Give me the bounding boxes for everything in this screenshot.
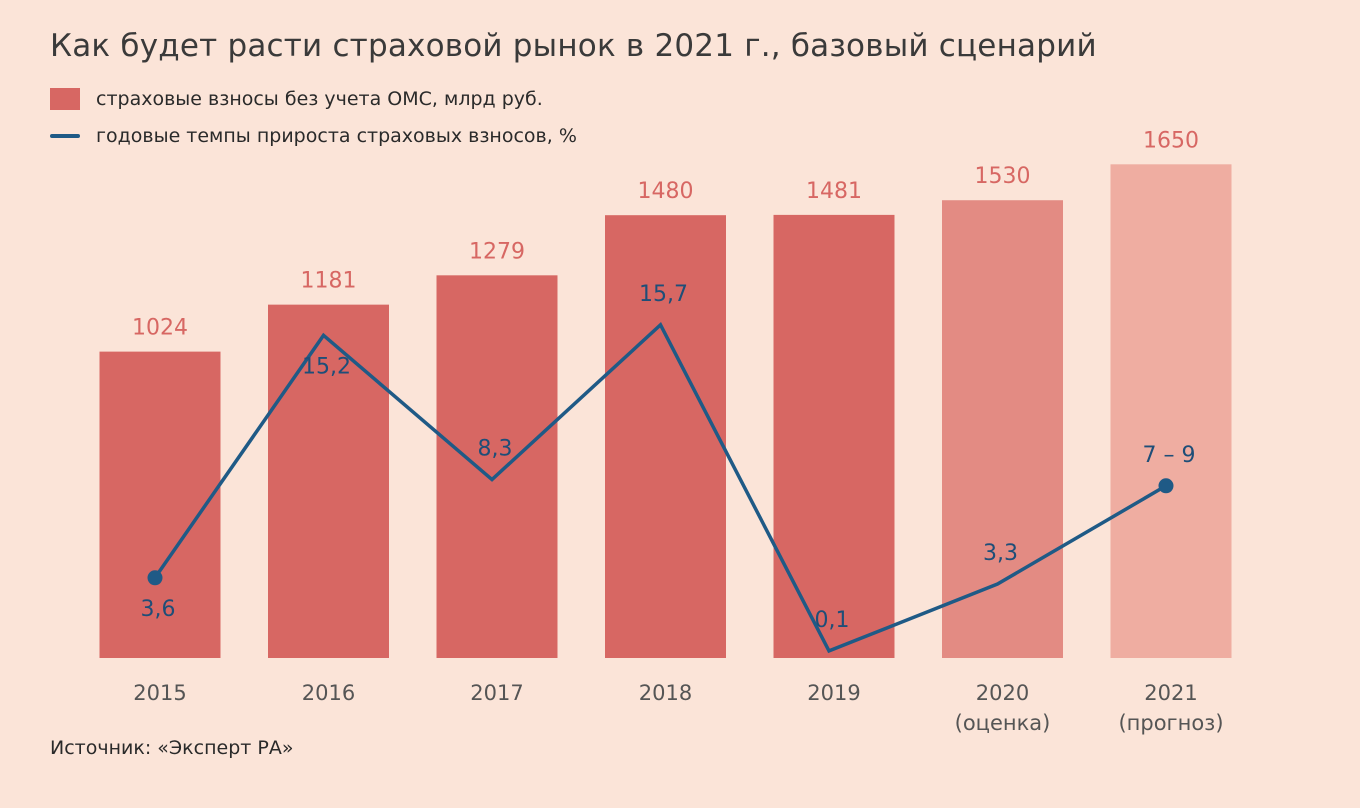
bar [99, 351, 221, 658]
chart-title: Как будет расти страховой рынок в 2021 г… [50, 28, 1097, 64]
growth-line [153, 322, 1167, 654]
bar [773, 214, 895, 658]
bar-value-label: 1650 [1143, 128, 1199, 153]
growth-value-label: 8,3 [478, 437, 513, 462]
x-tick-label: (прогноз) [1118, 711, 1223, 735]
source-note: Источник: «Эксперт РА» [50, 737, 294, 759]
x-tick-label: 2021 [1144, 681, 1197, 705]
legend-item-growth: годовые темпы прироста страховых взносов… [50, 125, 577, 147]
x-tick-label: 2018 [639, 681, 692, 705]
x-tick-label: 2020 [976, 681, 1029, 705]
legend-label-growth: годовые темпы прироста страховых взносов… [96, 125, 577, 147]
growth-value-label: 15,7 [639, 282, 688, 307]
x-tick-label: 2019 [807, 681, 860, 705]
x-tick-label: (оценка) [955, 711, 1051, 735]
bar [942, 200, 1063, 658]
growth-value-label: 3,3 [983, 541, 1018, 566]
growth-point [1158, 478, 1174, 494]
x-tick-label: 2017 [470, 681, 523, 705]
growth-point [147, 570, 163, 586]
bar-value-label: 1530 [975, 164, 1031, 189]
legend-item-premiums: страховые взносы без учета ОМС, млрд руб… [50, 88, 543, 110]
legend-line-swatch [50, 134, 80, 138]
growth-value-label: 7 – 9 [1143, 443, 1196, 468]
growth-value-label: 3,6 [141, 597, 176, 622]
bar-value-label: 1279 [469, 239, 525, 264]
bar [436, 275, 558, 658]
bar-value-label: 1480 [638, 179, 694, 204]
bar [268, 304, 389, 658]
bar [1110, 164, 1232, 658]
bar-value-label: 1181 [301, 269, 357, 294]
bar [605, 215, 726, 658]
legend-label-premiums: страховые взносы без учета ОМС, млрд руб… [96, 88, 543, 110]
x-tick-label: 2016 [302, 681, 355, 705]
x-tick-label: 2015 [133, 681, 186, 705]
growth-value-label: 15,2 [302, 354, 351, 379]
legend-bar-swatch [50, 88, 80, 110]
bar-value-label: 1481 [806, 179, 862, 204]
growth-value-label: 0,1 [815, 608, 850, 633]
bar-value-label: 1024 [132, 316, 188, 341]
